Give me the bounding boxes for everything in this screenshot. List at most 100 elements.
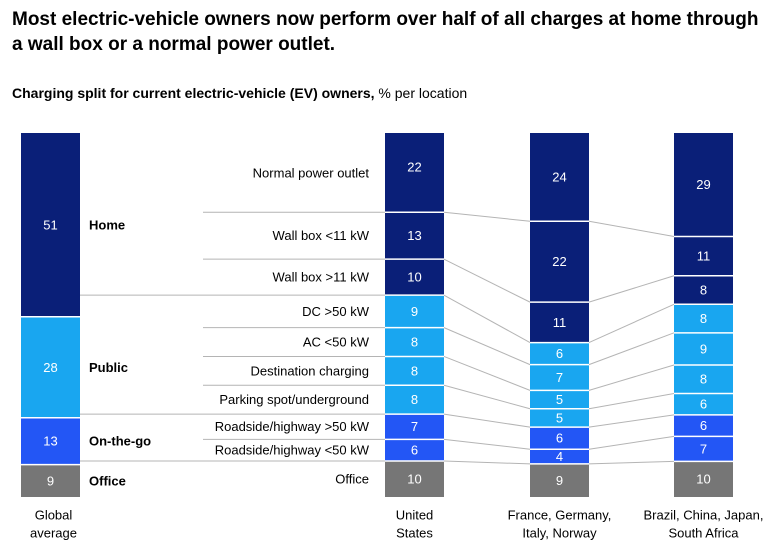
group-label-home: Home — [89, 217, 125, 232]
connector-line — [588, 220, 675, 237]
connector-line — [443, 460, 531, 465]
chart-subtitle-bold: Charging split for current electric-vehi… — [12, 85, 375, 101]
chart-subtitle: Charging split for current electric-vehi… — [12, 84, 467, 102]
bar-segment-public — [674, 393, 733, 415]
bar-segment-public — [674, 332, 733, 365]
bar-segment-home — [385, 259, 444, 296]
bar-value-label: 8 — [411, 363, 418, 378]
connector-line — [588, 414, 675, 428]
x-axis-label-global: average — [30, 526, 77, 541]
connector-line — [588, 393, 675, 410]
bar-value-label: 29 — [696, 177, 710, 192]
connector-line — [588, 460, 675, 465]
bar-segment-home — [530, 302, 589, 343]
x-axis-label-series: France, Germany, — [508, 508, 612, 523]
bar-value-label: 24 — [552, 170, 566, 185]
bar-segment-public — [674, 364, 733, 394]
bar-segment-onthego — [530, 449, 589, 464]
connector-line — [588, 275, 675, 303]
bar-segment-home — [674, 133, 733, 237]
connector-line — [443, 294, 531, 344]
bar-segment-onthego — [530, 427, 589, 450]
bar-segment-public — [530, 408, 589, 428]
connector-line — [588, 364, 675, 391]
bar-segment-public — [530, 364, 589, 391]
connector-line — [443, 211, 531, 222]
category-label: Destination charging — [250, 363, 369, 378]
bar-value-label: 9 — [556, 473, 563, 488]
bar-value-label: 5 — [556, 410, 563, 425]
bar-value-label: 6 — [556, 431, 563, 446]
bar-value-label: 5 — [556, 392, 563, 407]
bar-segment-onthego — [674, 436, 733, 462]
bar-segment-public — [530, 342, 589, 365]
x-axis-label-series: Italy, Norway — [522, 526, 597, 541]
bar-segment-home — [385, 212, 444, 260]
bar-value-label: 11 — [697, 249, 711, 264]
category-label: Wall box <11 kW — [273, 228, 370, 243]
category-label: Roadside/highway >50 kW — [215, 419, 370, 434]
bar-value-label: 6 — [700, 397, 707, 412]
bar-value-label: 13 — [407, 228, 421, 243]
x-axis-label-series: South Africa — [668, 526, 739, 541]
bar-segment-public — [385, 327, 444, 357]
bar-value-label: 8 — [700, 283, 707, 298]
bar-segment-public — [385, 356, 444, 386]
bar-segment-public — [674, 304, 733, 333]
global-bar-onthego — [21, 417, 80, 465]
x-axis-label-global: Global — [35, 508, 73, 523]
bar-segment-onthego — [385, 439, 444, 461]
category-label: Roadside/highway <50 kW — [215, 443, 370, 458]
category-label: DC >50 kW — [302, 304, 370, 319]
bar-value-label: 10 — [696, 472, 710, 487]
bar-value-label: 8 — [411, 335, 418, 350]
bar-segment-public — [530, 390, 589, 409]
group-label-office: Office — [89, 473, 126, 488]
category-label: Parking spot/underground — [219, 392, 369, 407]
bar-segment-public — [385, 295, 444, 328]
bar-segment-office — [385, 460, 444, 497]
bar-value-label: 7 — [700, 441, 707, 456]
global-bar-office — [21, 464, 80, 497]
bar-value-label: 8 — [411, 392, 418, 407]
bar-value-label: 9 — [700, 341, 707, 356]
global-value-onthego: 13 — [43, 434, 57, 449]
bar-value-label: 22 — [407, 160, 421, 175]
bar-value-label: 6 — [556, 346, 563, 361]
connector-line — [443, 327, 531, 366]
chart-title: Most electric-vehicle owners now perform… — [12, 9, 759, 55]
global-bar-home — [21, 133, 80, 317]
bar-value-label: 6 — [411, 443, 418, 458]
connector-line — [443, 438, 531, 450]
bar-value-label: 8 — [700, 311, 707, 326]
bar-value-label: 8 — [700, 372, 707, 387]
connector-line — [588, 435, 675, 450]
bar-segment-home — [530, 221, 589, 303]
bar-value-label: 11 — [553, 315, 567, 330]
bar-segment-home — [530, 133, 589, 222]
category-label: AC <50 kW — [303, 335, 370, 350]
global-bar-public — [21, 316, 80, 418]
connector-line — [588, 303, 675, 344]
category-label: Wall box >11 kW — [273, 270, 370, 285]
bar-segment-home — [674, 236, 733, 276]
global-value-office: 9 — [47, 473, 54, 488]
connector-line — [443, 258, 531, 303]
connector-line — [443, 413, 531, 428]
category-label: Normal power outlet — [253, 166, 370, 181]
bar-value-label: 7 — [556, 370, 563, 385]
x-axis-label-series: Brazil, China, Japan, — [644, 508, 764, 523]
bar-segment-public — [385, 385, 444, 415]
connector-line — [588, 332, 675, 366]
x-axis-label-series: United — [396, 508, 434, 523]
bar-value-label: 22 — [552, 254, 566, 269]
bar-segment-office — [530, 463, 589, 497]
bar-segment-home — [385, 133, 444, 213]
connector-line — [443, 384, 531, 410]
bar-value-label: 9 — [411, 304, 418, 319]
bar-segment-home — [674, 275, 733, 305]
bar-value-label: 6 — [700, 418, 707, 433]
bar-segment-onthego — [674, 414, 733, 437]
bar-segment-office — [674, 461, 733, 497]
